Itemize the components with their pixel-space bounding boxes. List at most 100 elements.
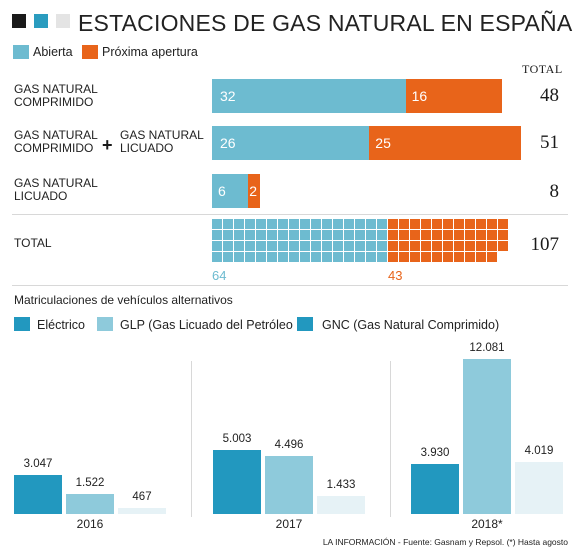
hbar-segment-proxima: 25 — [369, 126, 521, 160]
waffle-cell — [267, 230, 277, 240]
logo-square-1 — [12, 14, 26, 28]
waffle-cell — [322, 241, 332, 251]
waffle-cell — [333, 219, 343, 229]
divider — [12, 285, 568, 286]
waffle-cell — [399, 252, 409, 262]
vehicles-title: Matriculaciones de vehículos alternativo… — [14, 293, 233, 307]
waffle-cell — [355, 252, 365, 262]
waffle-cell — [410, 241, 420, 251]
waffle-cell — [234, 230, 244, 240]
row-label-line: COMPRIMIDO — [14, 141, 94, 155]
hbar-segment-abierta: 26 — [212, 126, 370, 160]
waffle-cell — [289, 230, 299, 240]
vehicle-bar-value-label: 12.081 — [469, 342, 505, 354]
waffle-cell — [443, 219, 453, 229]
row-label-line: GAS NATURAL — [120, 128, 204, 142]
waffle-cell — [212, 219, 222, 229]
waffle-cell — [344, 230, 354, 240]
vehicle-bar — [14, 475, 62, 514]
row-label-line: GAS NATURAL — [14, 176, 98, 190]
vehicle-bar-value-label: 3.047 — [23, 458, 53, 470]
legend-label-abierta: Abierta — [33, 45, 73, 59]
waffle-cell — [267, 252, 277, 262]
hbar-segment-abierta: 32 — [212, 79, 406, 113]
waffle-cell — [498, 230, 508, 240]
waffle-cell — [487, 219, 497, 229]
row-label-line: GAS NATURAL — [14, 128, 98, 142]
year-label: 2016 — [76, 517, 104, 531]
bar-value-label: 16 — [411, 88, 428, 104]
waffle-cell — [344, 241, 354, 251]
waffle-cell — [311, 219, 321, 229]
waffle-cell — [289, 252, 299, 262]
waffle-cell — [443, 241, 453, 251]
waffle-cell — [333, 241, 343, 251]
divider — [12, 214, 568, 215]
waffle-cell — [366, 252, 376, 262]
row-label-line: LICUADO — [14, 189, 68, 203]
waffle-cell — [355, 230, 365, 240]
waffle-cell — [476, 219, 486, 229]
waffle-cell — [267, 219, 277, 229]
grand-total: 107 — [530, 234, 560, 255]
waffle-cell — [223, 241, 233, 251]
waffle-upcoming-count: 43 — [388, 268, 403, 283]
vehicle-bar — [463, 359, 511, 514]
legend-swatch-abierta — [13, 45, 29, 59]
waffle-cell — [465, 252, 475, 262]
vehicle-bar — [317, 496, 365, 514]
waffle-cell — [498, 241, 508, 251]
legend-label-gnc: GNC (Gas Natural Comprimido) — [322, 318, 500, 332]
row-label-gnc-gnl-b: GAS NATURAL LICUADO — [120, 129, 204, 155]
row-label-gnl: GAS NATURAL LICUADO — [14, 177, 98, 203]
waffle-cell — [410, 219, 420, 229]
waffle-cell — [377, 219, 387, 229]
vehicle-bar-value-label: 4.019 — [524, 445, 554, 457]
waffle-cell — [234, 241, 244, 251]
waffle-cell — [410, 252, 420, 262]
waffle-cell — [223, 230, 233, 240]
waffle-cell — [333, 252, 343, 262]
waffle-cell — [410, 230, 420, 240]
logo-square-3 — [56, 14, 70, 28]
waffle-cell — [256, 252, 266, 262]
waffle-cell — [454, 219, 464, 229]
total-column-header: TOTAL — [522, 62, 563, 76]
row-total: 8 — [549, 181, 560, 202]
waffle-cell — [454, 241, 464, 251]
waffle-cell — [256, 230, 266, 240]
legend-swatch-gnc — [297, 317, 313, 331]
row-label-line: COMPRIMIDO — [14, 95, 94, 109]
source-note: LA INFORMACIÓN - Fuente: Gasnam y Repsol… — [322, 537, 568, 547]
bar-value-label: 25 — [375, 135, 391, 151]
waffle-cell — [256, 219, 266, 229]
waffle-cell — [300, 241, 310, 251]
waffle-cell — [377, 252, 387, 262]
waffle-cell — [377, 230, 387, 240]
year-label: 2018* — [471, 517, 503, 531]
waffle-cell — [223, 219, 233, 229]
hbar-segment-proxima: 16 — [405, 79, 503, 113]
row-label-line: LICUADO — [120, 141, 174, 155]
waffle-cell — [322, 230, 332, 240]
waffle-cell — [432, 230, 442, 240]
row-total: 48 — [540, 85, 559, 106]
waffle-cell — [421, 252, 431, 262]
bar-value-label: 6 — [218, 183, 226, 199]
hbar-segment-abierta: 6 — [212, 174, 249, 208]
waffle-cell — [223, 252, 233, 262]
waffle-cell — [377, 241, 387, 251]
waffle-cell — [366, 230, 376, 240]
hbar-segment-proxima: 2 — [248, 174, 261, 208]
waffle-cell — [333, 230, 343, 240]
row-total: 51 — [540, 132, 559, 153]
waffle-cell — [432, 252, 442, 262]
waffle-cell — [366, 241, 376, 251]
waffle-cell — [322, 219, 332, 229]
waffle-cell — [487, 241, 497, 251]
vehicle-bar — [66, 494, 114, 514]
hbar-row-gnc-gnl: 26 25 — [212, 126, 522, 160]
row-label-line: GAS NATURAL — [14, 82, 98, 96]
waffle-cell — [399, 241, 409, 251]
logo-square-2 — [34, 14, 48, 28]
